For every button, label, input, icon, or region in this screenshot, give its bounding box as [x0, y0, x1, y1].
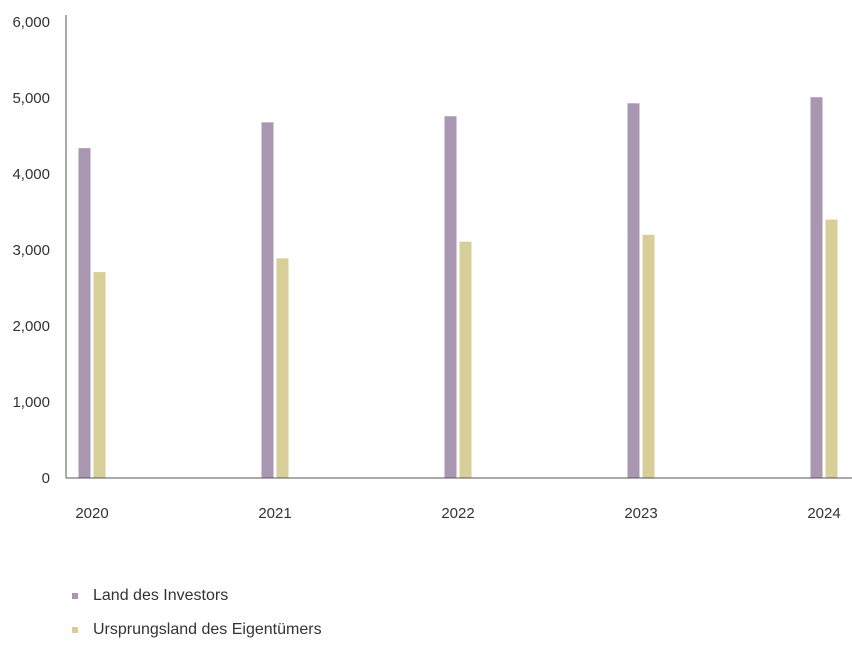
legend-item-ursprungsland: Ursprungsland des Eigentümers: [72, 618, 322, 642]
legend-item-land-des-investors: Land des Investors: [72, 584, 322, 608]
y-tick-label: 0: [42, 470, 50, 487]
bar-2024-series-1: [810, 97, 823, 479]
x-axis-tick-labels: 2020 2021 2022 2023 2024: [75, 505, 840, 522]
legend-label: Ursprungsland des Eigentümers: [93, 621, 322, 638]
legend-swatch-square-icon: [72, 627, 78, 633]
bar-2024-series-2: [825, 219, 838, 478]
legend-swatch-square-icon: [72, 593, 78, 599]
bar-2021-series-2: [276, 258, 289, 478]
bar-2020-series-1: [78, 148, 91, 478]
x-tick-label: 2020: [75, 505, 108, 522]
bar-chart: 0 1,000 2,000 3,000 4,000 5,000 6,000 2020 2021…: [12, 14, 852, 522]
y-axis-tick-labels: 0 1,000 2,000 3,000 4,000 5,000 6,000: [12, 14, 50, 487]
y-tick-label: 2,000: [12, 318, 50, 335]
bar-2023-series-2: [642, 234, 655, 478]
bar-2023-series-1: [627, 103, 640, 478]
legend: Land des Investors Ursprungsland des Eig…: [72, 584, 322, 652]
x-tick-label: 2023: [624, 505, 657, 522]
bar-2022-series-2: [459, 241, 472, 478]
bar-2020-series-2: [93, 272, 106, 478]
x-tick-label: 2022: [441, 505, 474, 522]
legend-label: Land des Investors: [93, 587, 229, 604]
y-tick-label: 4,000: [12, 166, 50, 183]
bars: [78, 97, 838, 479]
y-tick-label: 1,000: [12, 394, 50, 411]
bar-2022-series-1: [444, 116, 457, 479]
y-tick-label: 5,000: [12, 90, 50, 107]
y-tick-label: 6,000: [12, 14, 50, 31]
bar-2021-series-1: [261, 122, 274, 478]
y-tick-label: 3,000: [12, 242, 50, 259]
x-tick-label: 2021: [258, 505, 291, 522]
x-tick-label: 2024: [807, 505, 840, 522]
